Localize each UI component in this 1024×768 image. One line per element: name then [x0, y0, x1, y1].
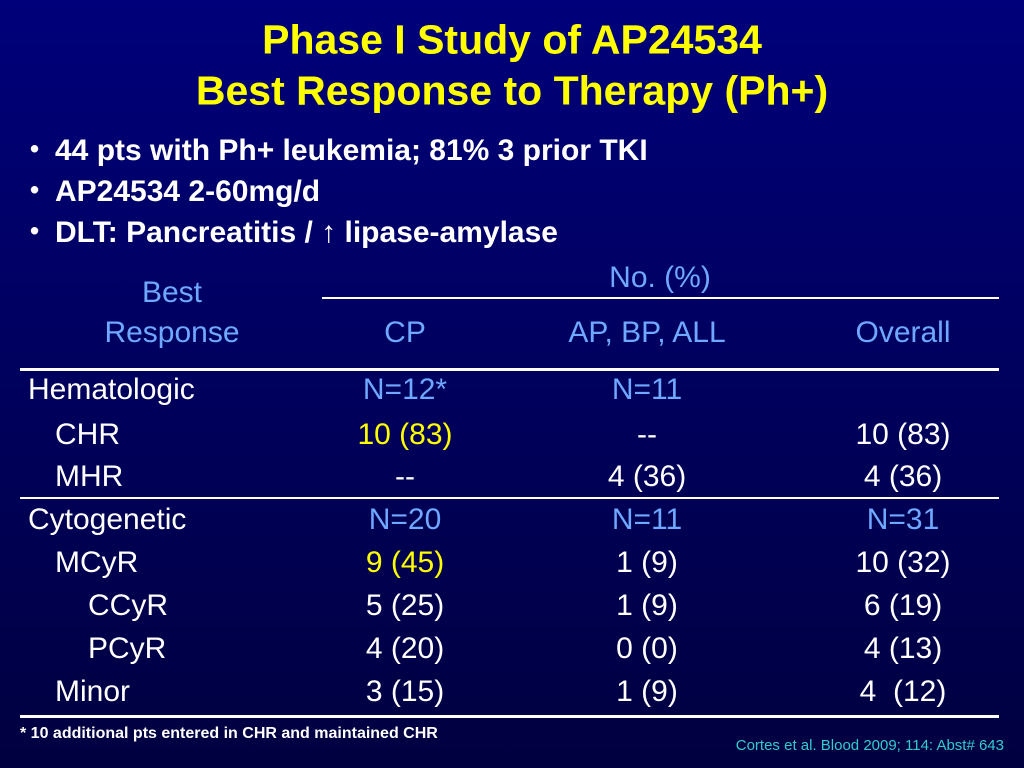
bullet-text: DLT: Pancreatitis / ↑ lipase-amylase [55, 216, 558, 249]
cell: N=11 [611, 503, 683, 536]
cell: N=20 [368, 503, 442, 536]
cell: 4 (13) [863, 632, 943, 665]
row-label: MCyR [55, 546, 139, 579]
bullet-dot: • [30, 133, 40, 164]
group-header: No. (%) [609, 261, 711, 294]
cell: 4 (20) [365, 632, 445, 665]
section-rule [20, 497, 999, 499]
bullet-text: AP24534 2-60mg/d [55, 175, 321, 208]
cell: 1 (9) [616, 675, 678, 708]
header-rule [20, 368, 999, 371]
row-label: CCyR [88, 589, 168, 622]
bullet-text: 44 pts with Ph+ leukemia; 81% 3 prior TK… [55, 134, 648, 167]
bullet-dot: • [30, 174, 40, 205]
cell: 10 (83) [357, 418, 453, 451]
row-label: Minor [55, 675, 131, 708]
row-label: Cytogenetic [28, 503, 187, 536]
title-line: Phase I Study of AP24534 [262, 16, 762, 63]
cell: 6 (19) [863, 589, 943, 622]
cell: 4 (12) [859, 675, 947, 708]
bullet-dot: • [30, 215, 40, 246]
citation: Cortes et al. Blood 2009; 114: Abst# 643 [735, 737, 1004, 754]
bottom-rule [20, 715, 999, 718]
column-header: Overall [855, 316, 951, 349]
cell: 5 (25) [365, 589, 445, 622]
header-rule [322, 297, 999, 299]
row-label: Hematologic [28, 373, 195, 406]
cell: 1 (9) [616, 546, 678, 579]
cell: 4 (36) [863, 460, 943, 493]
cell: N=12* [362, 373, 448, 406]
cell: 3 (15) [365, 675, 445, 708]
cell: 1 (9) [616, 589, 678, 622]
cell: 10 (32) [855, 546, 951, 579]
row-header: Best Response [104, 276, 240, 349]
cell: -- [395, 460, 415, 493]
row-label: CHR [55, 418, 120, 451]
cell: 4 (36) [607, 460, 687, 493]
footnote: * 10 additional pts entered in CHR and m… [20, 725, 438, 742]
cell: -- [637, 418, 657, 451]
cell: 0 (0) [616, 632, 678, 665]
title-line: Best Response to Therapy (Ph+) [195, 67, 829, 114]
column-header: CP [384, 316, 426, 349]
cell: N=11 [611, 373, 683, 406]
row-label: PCyR [88, 632, 167, 665]
cell: N=31 [866, 503, 940, 536]
cell: 10 (83) [855, 418, 951, 451]
row-label: MHR [55, 460, 124, 493]
column-header: AP, BP, ALL [568, 316, 726, 349]
cell: 9 (45) [365, 546, 445, 579]
